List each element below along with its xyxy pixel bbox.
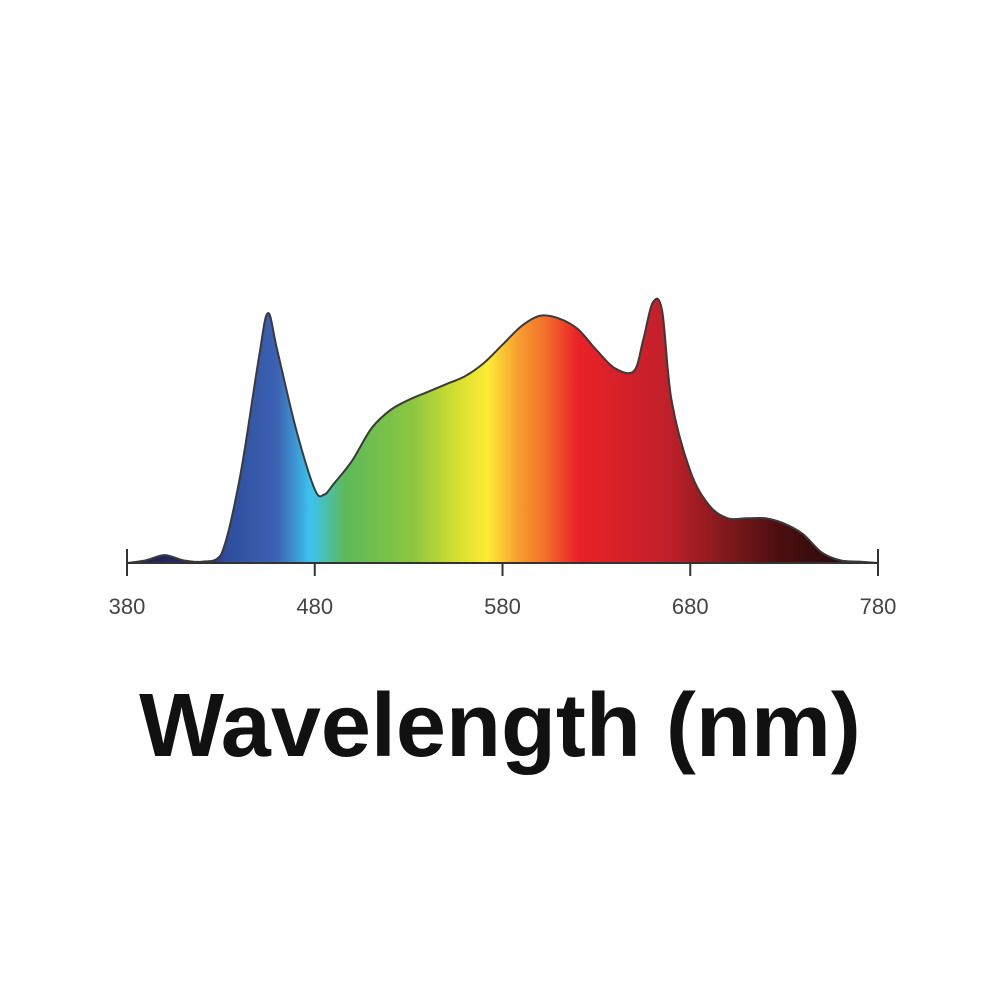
x-tick-label: 380	[109, 594, 146, 619]
x-tick-label: 680	[672, 594, 709, 619]
x-tick-label: 780	[860, 594, 897, 619]
x-axis-label: Wavelength (nm)	[139, 676, 861, 776]
x-tick-label: 580	[484, 594, 521, 619]
spectrum-area	[126, 297, 879, 564]
x-tick-label: 480	[296, 594, 333, 619]
